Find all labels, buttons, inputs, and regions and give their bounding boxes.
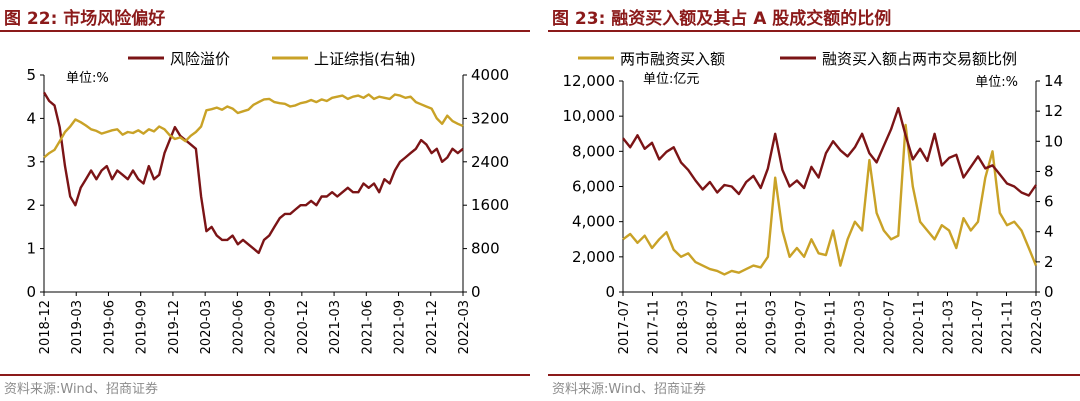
y-tick-label-left: 1 <box>26 240 36 258</box>
y-tick-label-left: 8,000 <box>572 142 615 160</box>
legend-label: 上证综指(右轴) <box>314 50 416 68</box>
x-tick-label: 2021-03 <box>328 300 343 354</box>
risk-appetite-chart: 0 1 2 3 4 5 0 800 1600 2400 3200 4000 2018-12 2019-03… <box>26 50 509 354</box>
legend-label: 风险溢价 <box>170 50 230 68</box>
x-tick-label: 2021-03 <box>942 300 957 354</box>
unit-label: 单位:% <box>975 75 1018 90</box>
x-tick-label: 2017-07 <box>617 300 632 354</box>
y-tick-label-left: 6,000 <box>572 178 615 196</box>
x-tick-label: 2018-11 <box>735 300 750 354</box>
series-line <box>43 93 464 159</box>
margin-financing-chart: 0 2,000 4,000 6,000 8,000 10,000 12,000 0 2 4 6 8 10… <box>563 50 1064 354</box>
title-rule <box>548 30 1080 32</box>
x-tick-label: 2020-03 <box>199 300 214 354</box>
x-tick-label: 2018-12 <box>38 300 53 354</box>
legend-label: 融资买入额占两市交易额比例 <box>822 50 1017 68</box>
y-tick-label-right: 2400 <box>471 153 509 171</box>
source-rule <box>548 374 1080 376</box>
x-tick-label: 2021-09 <box>393 300 408 354</box>
y-tick-label-left: 4 <box>26 109 36 127</box>
y-tick-label-right: 6 <box>1044 193 1054 211</box>
y-tick-label-right: 0 <box>1044 283 1054 301</box>
x-tick-label: 2020-07 <box>883 300 898 354</box>
y-tick-label-right: 10 <box>1044 132 1063 150</box>
legend-label: 两市融资买入额 <box>620 50 725 68</box>
figure-title: 图 23: 融资买入额及其占 A 股成交额的比例 <box>552 9 892 29</box>
x-tick-label: 2019-03 <box>765 300 780 354</box>
y-tick-label-left: 3 <box>26 153 36 171</box>
x-tick-label: 2019-12 <box>167 300 182 354</box>
x-tick-label: 2018-07 <box>706 300 721 354</box>
x-tick-label: 2019-06 <box>102 300 117 354</box>
x-tick-label: 2019-03 <box>70 300 85 354</box>
x-tick-label: 2019-11 <box>824 300 839 354</box>
series-line <box>622 123 1038 276</box>
x-tick-label: 2021-06 <box>360 300 375 354</box>
unit-label: 单位:% <box>66 71 109 86</box>
x-tick-label: 2018-03 <box>676 300 691 354</box>
x-tick-label: 2019-09 <box>135 300 150 354</box>
figure-22-panel: 图 22: 市场风险偏好 0 1 2 3 4 5 0 800 1600 2400 3200 4000 2… <box>0 0 530 401</box>
series-line <box>42 91 464 255</box>
figure-title: 图 22: 市场风险偏好 <box>4 9 166 29</box>
x-tick-label: 2020-12 <box>296 300 311 354</box>
source-rule <box>0 374 530 376</box>
x-tick-label: 2021-11 <box>1001 300 1016 354</box>
y-tick-label-right: 800 <box>471 240 500 258</box>
figure-23-panel: 图 23: 融资买入额及其占 A 股成交额的比例 0 2,000 4,000 6,00… <box>548 0 1080 401</box>
x-tick-label: 2020-06 <box>231 300 246 354</box>
series-line <box>622 106 1037 197</box>
y-tick-label-left: 12,000 <box>563 72 616 90</box>
x-tick-label: 2021-07 <box>971 300 986 354</box>
x-tick-label: 2020-09 <box>264 300 279 354</box>
source-note: 资料来源:Wind、招商证券 <box>552 382 707 397</box>
y-tick-label-right: 0 <box>471 283 481 301</box>
y-tick-label-right: 14 <box>1044 72 1063 90</box>
unit-label: 单位:亿元 <box>643 72 699 87</box>
y-tick-label-right: 8 <box>1044 162 1054 180</box>
x-tick-label: 2020-03 <box>853 300 868 354</box>
y-tick-label-left: 2 <box>26 196 36 214</box>
y-tick-label-right: 3200 <box>471 109 509 127</box>
x-tick-label: 2019-07 <box>794 300 809 354</box>
y-tick-label-left: 0 <box>605 283 615 301</box>
y-tick-label-left: 10,000 <box>563 107 616 125</box>
x-tick-label: 2022-03 <box>1030 300 1045 354</box>
y-tick-label-left: 5 <box>26 66 36 84</box>
x-tick-label: 2022-03 <box>457 300 472 354</box>
x-tick-label: 2021-12 <box>425 300 440 354</box>
y-tick-label-left: 0 <box>26 283 36 301</box>
x-tick-label: 2020-11 <box>912 300 927 354</box>
title-rule <box>0 30 530 32</box>
y-tick-label-right: 4 <box>1044 223 1054 241</box>
y-tick-label-right: 2 <box>1044 253 1054 271</box>
y-tick-label-left: 2,000 <box>572 248 615 266</box>
y-tick-label-right: 1600 <box>471 196 509 214</box>
y-tick-label-right: 12 <box>1044 102 1063 120</box>
y-tick-label-left: 4,000 <box>572 213 615 231</box>
source-note: 资料来源:Wind、招商证券 <box>4 382 159 397</box>
y-tick-label-right: 4000 <box>471 66 509 84</box>
x-tick-label: 2017-11 <box>647 300 662 354</box>
